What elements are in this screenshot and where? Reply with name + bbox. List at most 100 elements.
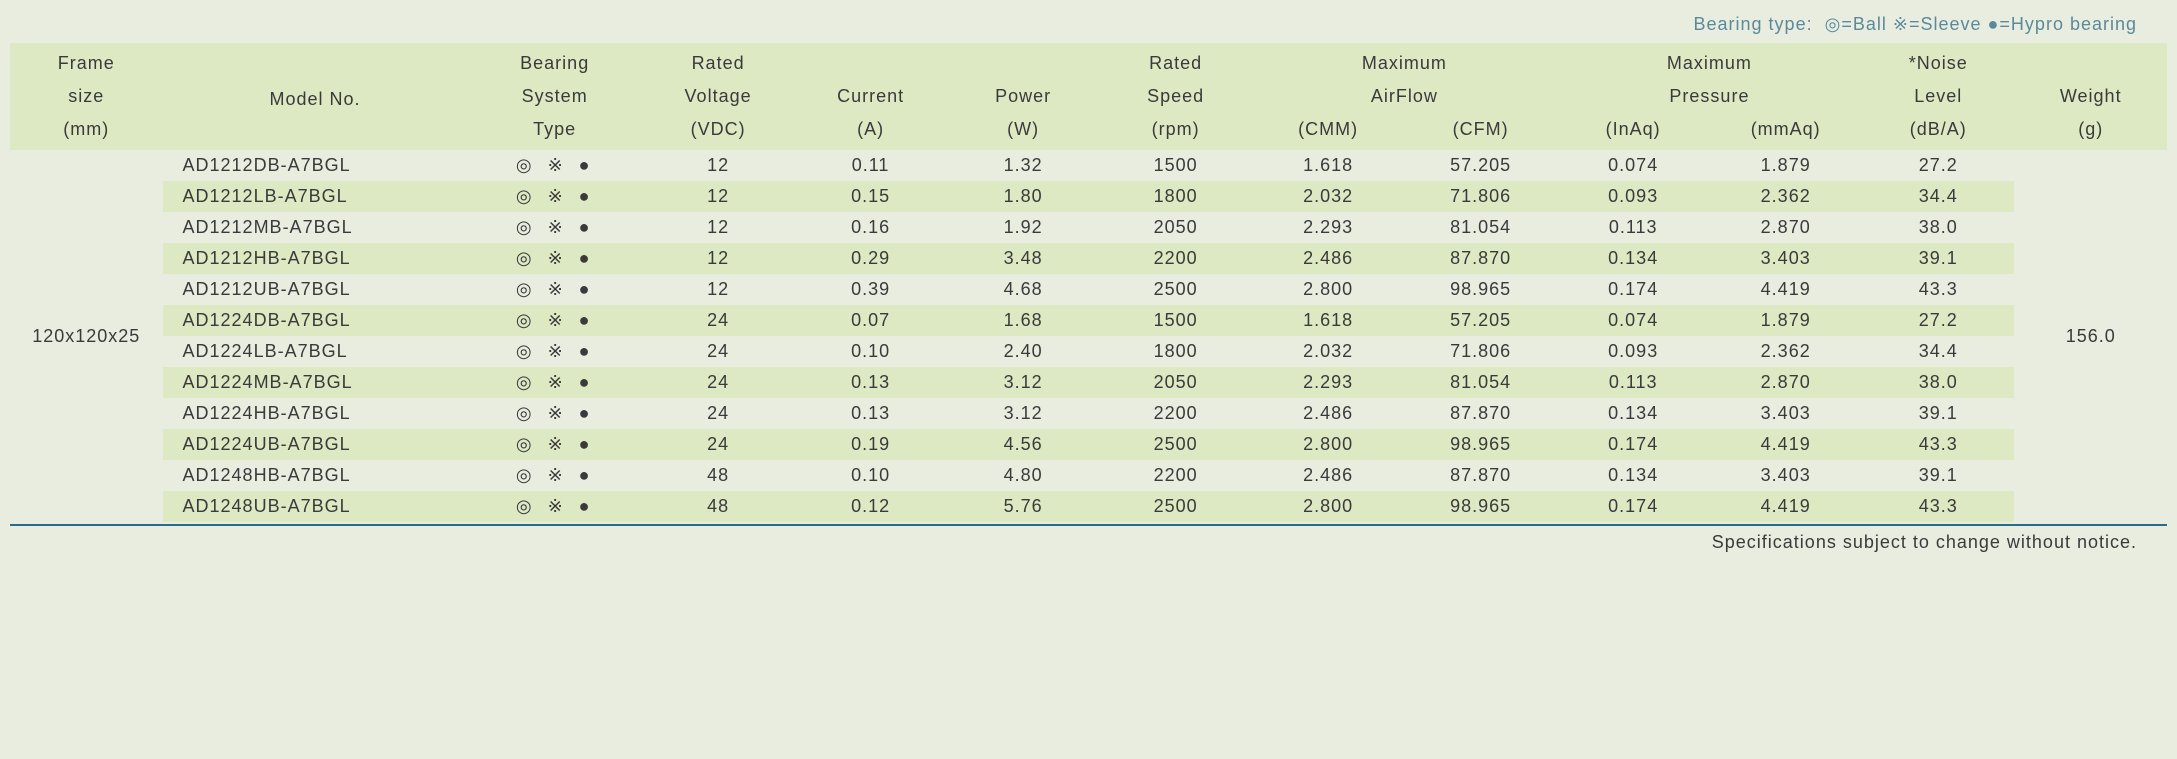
power-cell: 1.32 bbox=[947, 150, 1100, 181]
cmm-cell: 1.618 bbox=[1252, 305, 1405, 336]
cfm-cell: 87.870 bbox=[1404, 243, 1557, 274]
noise-cell: 38.0 bbox=[1862, 367, 2015, 398]
curr-cell: 0.19 bbox=[794, 429, 947, 460]
inaq-cell: 0.093 bbox=[1557, 181, 1710, 212]
cmm-cell: 2.800 bbox=[1252, 491, 1405, 522]
mmaq-cell: 4.419 bbox=[1709, 491, 1862, 522]
inaq-cell: 0.074 bbox=[1557, 150, 1710, 181]
mmaq-cell: 4.419 bbox=[1709, 429, 1862, 460]
model-cell: AD1224UB-A7BGL bbox=[163, 429, 468, 460]
cmm-cell: 2.486 bbox=[1252, 243, 1405, 274]
speed-cell: 2500 bbox=[1099, 274, 1252, 305]
spec-table-wrap: Frame Model No. Bearing Rated Rated Maxi… bbox=[10, 43, 2167, 522]
sleeve-icon: ※ bbox=[548, 310, 567, 331]
h-bearing-1: Bearing bbox=[468, 43, 642, 78]
speed-cell: 1800 bbox=[1099, 181, 1252, 212]
legend-prefix: Bearing type: bbox=[1694, 14, 1813, 34]
h-power-3: (W) bbox=[947, 111, 1100, 150]
mmaq-cell: 2.870 bbox=[1709, 367, 1862, 398]
power-cell: 3.48 bbox=[947, 243, 1100, 274]
spec-table: Frame Model No. Bearing Rated Rated Maxi… bbox=[10, 43, 2167, 522]
h-inaq-3: (InAq) bbox=[1557, 111, 1710, 150]
curr-cell: 0.11 bbox=[794, 150, 947, 181]
table-row: AD1212MB-A7BGL◎※●120.161.9220502.29381.0… bbox=[10, 212, 2167, 243]
hypro-icon: ● bbox=[579, 217, 594, 238]
table-row: AD1248UB-A7BGL◎※●480.125.7625002.80098.9… bbox=[10, 491, 2167, 522]
h-curr-3: (A) bbox=[794, 111, 947, 150]
volt-cell: 12 bbox=[642, 212, 795, 243]
h-volt-3: (VDC) bbox=[642, 111, 795, 150]
cfm-cell: 87.870 bbox=[1404, 460, 1557, 491]
curr-cell: 0.13 bbox=[794, 367, 947, 398]
mmaq-cell: 3.403 bbox=[1709, 243, 1862, 274]
h-weight-1 bbox=[2014, 43, 2167, 78]
mmaq-cell: 1.879 bbox=[1709, 305, 1862, 336]
hypro-icon: ● bbox=[579, 186, 594, 207]
curr-cell: 0.29 bbox=[794, 243, 947, 274]
power-cell: 2.40 bbox=[947, 336, 1100, 367]
ball-icon: ◎ bbox=[516, 279, 536, 300]
cfm-cell: 87.870 bbox=[1404, 398, 1557, 429]
curr-cell: 0.07 bbox=[794, 305, 947, 336]
volt-cell: 12 bbox=[642, 181, 795, 212]
volt-cell: 24 bbox=[642, 305, 795, 336]
hypro-icon: ● bbox=[579, 372, 594, 393]
bearing-cell: ◎※● bbox=[468, 398, 642, 429]
speed-cell: 2200 bbox=[1099, 460, 1252, 491]
h-noise-1: *Noise bbox=[1862, 43, 2015, 78]
hypro-icon: ● bbox=[579, 403, 594, 424]
weight-cell: 156.0 bbox=[2014, 150, 2167, 522]
mmaq-cell: 3.403 bbox=[1709, 398, 1862, 429]
model-cell: AD1224LB-A7BGL bbox=[163, 336, 468, 367]
cmm-cell: 2.032 bbox=[1252, 181, 1405, 212]
volt-cell: 24 bbox=[642, 398, 795, 429]
model-cell: AD1224HB-A7BGL bbox=[163, 398, 468, 429]
cfm-cell: 98.965 bbox=[1404, 274, 1557, 305]
speed-cell: 2500 bbox=[1099, 429, 1252, 460]
mmaq-cell: 2.870 bbox=[1709, 212, 1862, 243]
cmm-cell: 2.293 bbox=[1252, 212, 1405, 243]
h-cfm-3: (CFM) bbox=[1404, 111, 1557, 150]
h-bearing-3: Type bbox=[468, 111, 642, 150]
volt-cell: 12 bbox=[642, 274, 795, 305]
bearing-cell: ◎※● bbox=[468, 367, 642, 398]
model-cell: AD1212UB-A7BGL bbox=[163, 274, 468, 305]
h-speed-1: Rated bbox=[1099, 43, 1252, 78]
noise-cell: 34.4 bbox=[1862, 336, 2015, 367]
h-weight-2: Weight bbox=[2014, 78, 2167, 111]
hypro-icon: ● bbox=[579, 496, 594, 517]
model-cell: AD1248UB-A7BGL bbox=[163, 491, 468, 522]
legend-ball-sym: ◎ bbox=[1825, 14, 1842, 34]
bearing-cell: ◎※● bbox=[468, 460, 642, 491]
noise-cell: 38.0 bbox=[1862, 212, 2015, 243]
noise-cell: 43.3 bbox=[1862, 429, 2015, 460]
table-row: AD1224HB-A7BGL◎※●240.133.1222002.48687.8… bbox=[10, 398, 2167, 429]
inaq-cell: 0.113 bbox=[1557, 367, 1710, 398]
noise-cell: 39.1 bbox=[1862, 243, 2015, 274]
model-cell: AD1212HB-A7BGL bbox=[163, 243, 468, 274]
ball-icon: ◎ bbox=[516, 465, 536, 486]
cfm-cell: 57.205 bbox=[1404, 150, 1557, 181]
h-airflow-1: Maximum bbox=[1252, 43, 1557, 78]
h-power-1 bbox=[947, 43, 1100, 78]
speed-cell: 2200 bbox=[1099, 243, 1252, 274]
h-speed-3: (rpm) bbox=[1099, 111, 1252, 150]
cfm-cell: 57.205 bbox=[1404, 305, 1557, 336]
bearing-cell: ◎※● bbox=[468, 150, 642, 181]
power-cell: 5.76 bbox=[947, 491, 1100, 522]
inaq-cell: 0.093 bbox=[1557, 336, 1710, 367]
volt-cell: 12 bbox=[642, 243, 795, 274]
cfm-cell: 71.806 bbox=[1404, 336, 1557, 367]
speed-cell: 2200 bbox=[1099, 398, 1252, 429]
table-row: AD1224UB-A7BGL◎※●240.194.5625002.80098.9… bbox=[10, 429, 2167, 460]
bearing-cell: ◎※● bbox=[468, 336, 642, 367]
power-cell: 1.92 bbox=[947, 212, 1100, 243]
model-cell: AD1224DB-A7BGL bbox=[163, 305, 468, 336]
noise-cell: 27.2 bbox=[1862, 150, 2015, 181]
table-row: AD1212HB-A7BGL◎※●120.293.4822002.48687.8… bbox=[10, 243, 2167, 274]
frame-size-cell: 120x120x25 bbox=[10, 150, 163, 522]
bearing-cell: ◎※● bbox=[468, 429, 642, 460]
table-row: AD1212UB-A7BGL◎※●120.394.6825002.80098.9… bbox=[10, 274, 2167, 305]
inaq-cell: 0.174 bbox=[1557, 429, 1710, 460]
ball-icon: ◎ bbox=[516, 496, 536, 517]
